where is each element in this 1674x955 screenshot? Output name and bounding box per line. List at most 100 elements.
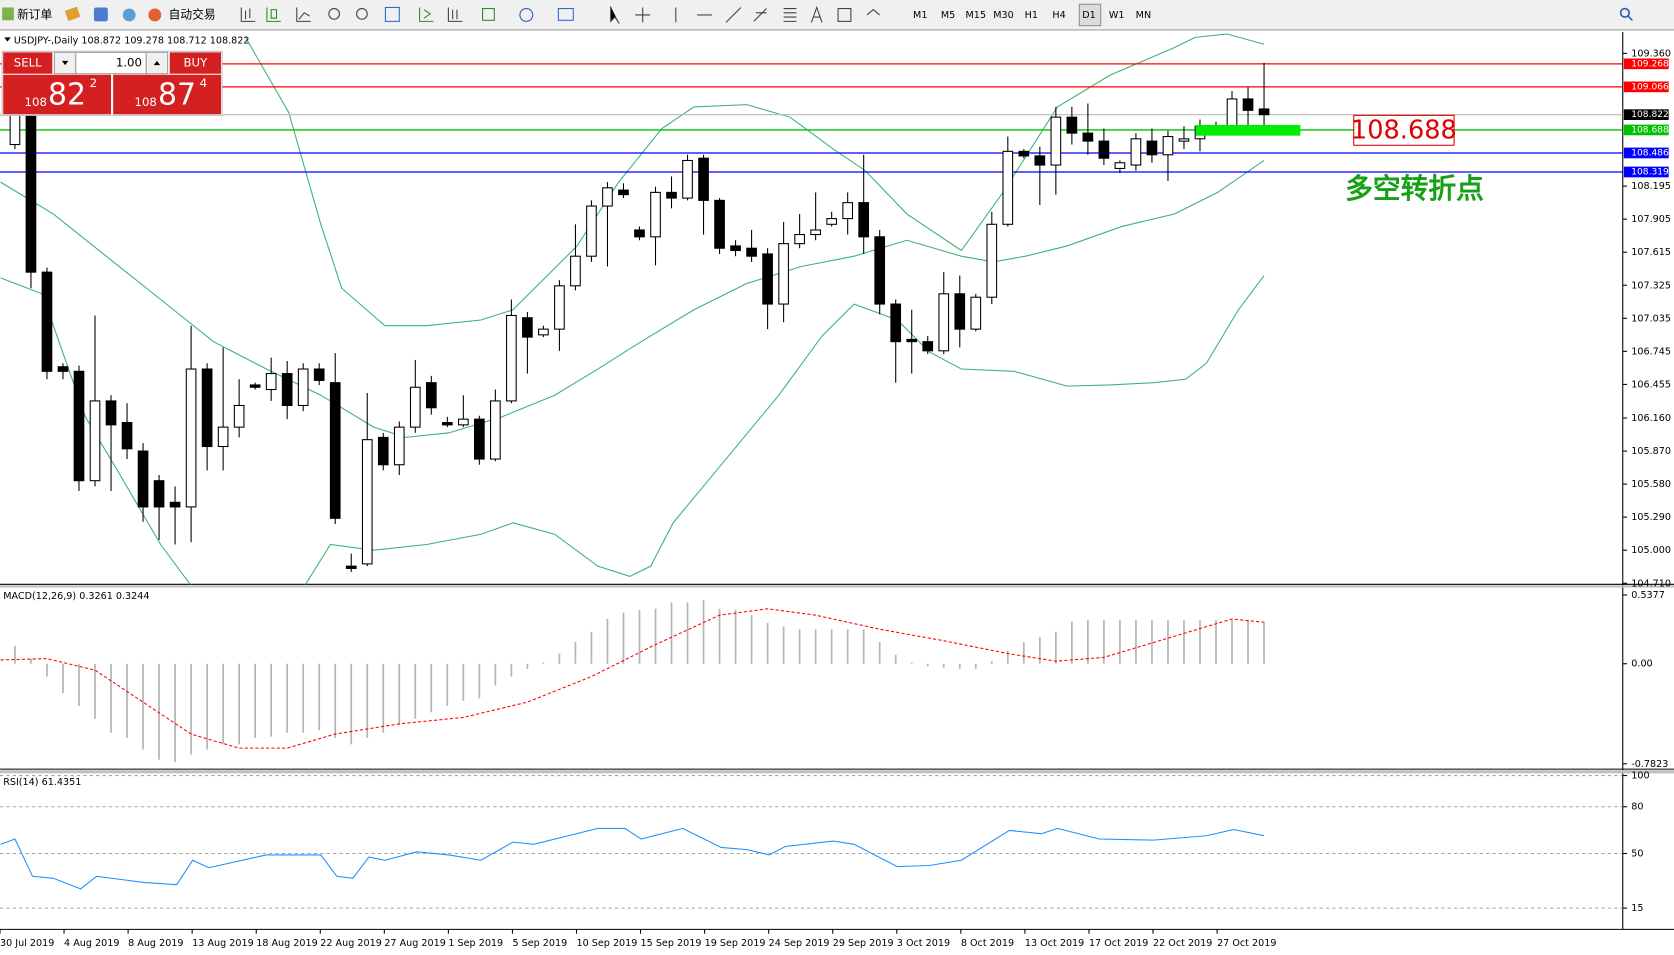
candle-body — [730, 245, 741, 252]
tool-icon[interactable] — [419, 7, 434, 22]
candle-body — [1178, 138, 1190, 142]
icon[interactable] — [122, 8, 136, 22]
templates-icon[interactable] — [557, 8, 574, 21]
rsi-tick-label: 50 — [1631, 849, 1643, 860]
arrows-tool[interactable] — [866, 8, 881, 16]
search-icon[interactable] — [1619, 7, 1630, 18]
bid-pips[interactable]: 82 — [48, 78, 86, 113]
active-timeframe — [1078, 3, 1102, 27]
indicators-icon[interactable] — [482, 8, 495, 21]
timeframe-button[interactable]: M30 — [993, 10, 1014, 21]
price-tick-label: 108.195 — [1631, 181, 1671, 192]
timeframe-button[interactable]: H1 — [1025, 10, 1038, 21]
candle-body — [105, 400, 117, 426]
date-label: 27 Aug 2019 — [384, 938, 446, 949]
buy-label[interactable]: BUY — [183, 56, 208, 70]
candle-body — [1258, 108, 1270, 116]
new-order-button[interactable]: 新订单 — [17, 7, 52, 21]
candle-body — [666, 191, 677, 199]
timeframe-button[interactable]: MN — [1136, 10, 1151, 21]
toolbar: 新订单 自动交易 M — [0, 0, 1674, 31]
timeframe-button[interactable]: M15 — [966, 10, 987, 21]
channel-tool[interactable] — [753, 8, 767, 22]
ask-big-figure[interactable]: 108 — [135, 95, 157, 109]
bid-box[interactable] — [3, 74, 112, 115]
tool-icon[interactable] — [447, 7, 463, 22]
date-label: 13 Oct 2019 — [1025, 938, 1084, 949]
price-level-tag — [1623, 124, 1669, 136]
candle-body — [698, 157, 709, 201]
macd-plot — [0, 599, 1265, 763]
rsi-tick-label: 80 — [1631, 802, 1643, 813]
bid-fraction[interactable]: 2 — [90, 76, 97, 90]
ask-box[interactable] — [113, 74, 221, 115]
timeframe-button[interactable]: W1 — [1109, 10, 1125, 21]
candle-body — [1018, 150, 1030, 157]
cursor-tool[interactable] — [610, 6, 620, 24]
candle-body — [153, 480, 165, 508]
buy-button[interactable] — [169, 52, 221, 74]
candle-body — [634, 229, 645, 238]
trade-panel: SELL 1.00 BUY 108 82 2 108 87 4 — [1, 50, 223, 116]
price-plot — [0, 33, 1623, 585]
candle-body — [794, 234, 805, 245]
price-tick-label: 109.360 — [1631, 48, 1671, 59]
tool-icon[interactable] — [296, 7, 311, 22]
fibo-tool[interactable] — [783, 8, 797, 22]
timeframe-button[interactable]: D1 — [1082, 10, 1096, 21]
timeframe-button[interactable]: H4 — [1052, 10, 1065, 21]
text-tool[interactable] — [810, 5, 823, 23]
price-callout-box — [1353, 114, 1455, 146]
price-level-tag — [1623, 81, 1669, 93]
candle-body — [409, 386, 421, 428]
sell-button[interactable] — [3, 52, 53, 74]
zoom-in[interactable] — [328, 8, 341, 20]
candle-body — [618, 189, 629, 196]
tool-icon[interactable] — [266, 7, 281, 22]
candle-body — [121, 422, 133, 450]
new-order-icon[interactable] — [2, 7, 14, 21]
icon[interactable] — [93, 7, 108, 22]
auto-trading-icon[interactable] — [148, 8, 162, 22]
date-label: 22 Aug 2019 — [320, 938, 382, 949]
tile-icon[interactable] — [384, 6, 400, 22]
candle-body — [1162, 136, 1174, 156]
candle-body — [233, 404, 245, 428]
icon[interactable] — [64, 6, 81, 22]
chart-tools — [240, 5, 881, 24]
candle-body — [554, 285, 565, 330]
candle-body — [217, 426, 229, 448]
candle-body — [938, 293, 950, 352]
price-tick-label: 105.000 — [1631, 545, 1671, 556]
date-label: 8 Oct 2019 — [961, 938, 1014, 949]
rsi-tick-label: 15 — [1631, 903, 1643, 914]
panel-splitter — [0, 585, 1674, 588]
timeframe-button[interactable]: M5 — [941, 10, 955, 21]
trendline-tool[interactable] — [725, 7, 742, 23]
bid-big-figure[interactable]: 108 — [25, 95, 47, 109]
candle-body — [714, 199, 725, 249]
candle-body — [73, 370, 85, 482]
candle-body — [1114, 162, 1126, 169]
periods-icon[interactable] — [519, 8, 534, 22]
candle-body — [570, 255, 581, 287]
timeframe-button[interactable]: M1 — [913, 10, 927, 21]
axes: 109.360 108.195 107.905 107.615 107.325 107.0… — [0, 48, 1671, 949]
ask-pips[interactable]: 87 — [158, 78, 196, 113]
price-tick-label: 104.710 — [1631, 578, 1671, 589]
auto-trading-button[interactable]: 自动交易 — [169, 7, 216, 21]
candle-body — [9, 114, 21, 146]
tool-icon[interactable] — [240, 7, 256, 22]
candle-body — [137, 450, 149, 508]
candle-body — [682, 159, 693, 199]
label-tool[interactable] — [837, 8, 852, 22]
zoom-out[interactable] — [356, 8, 368, 20]
sell-label[interactable]: SELL — [14, 56, 42, 70]
crosshair-tool[interactable] — [635, 7, 651, 23]
date-label: 8 Aug 2019 — [128, 938, 183, 949]
price-level-tag — [1623, 109, 1669, 121]
lot-value[interactable]: 1.00 — [116, 56, 142, 70]
candle-body — [425, 382, 437, 409]
ask-fraction[interactable]: 4 — [200, 76, 207, 90]
